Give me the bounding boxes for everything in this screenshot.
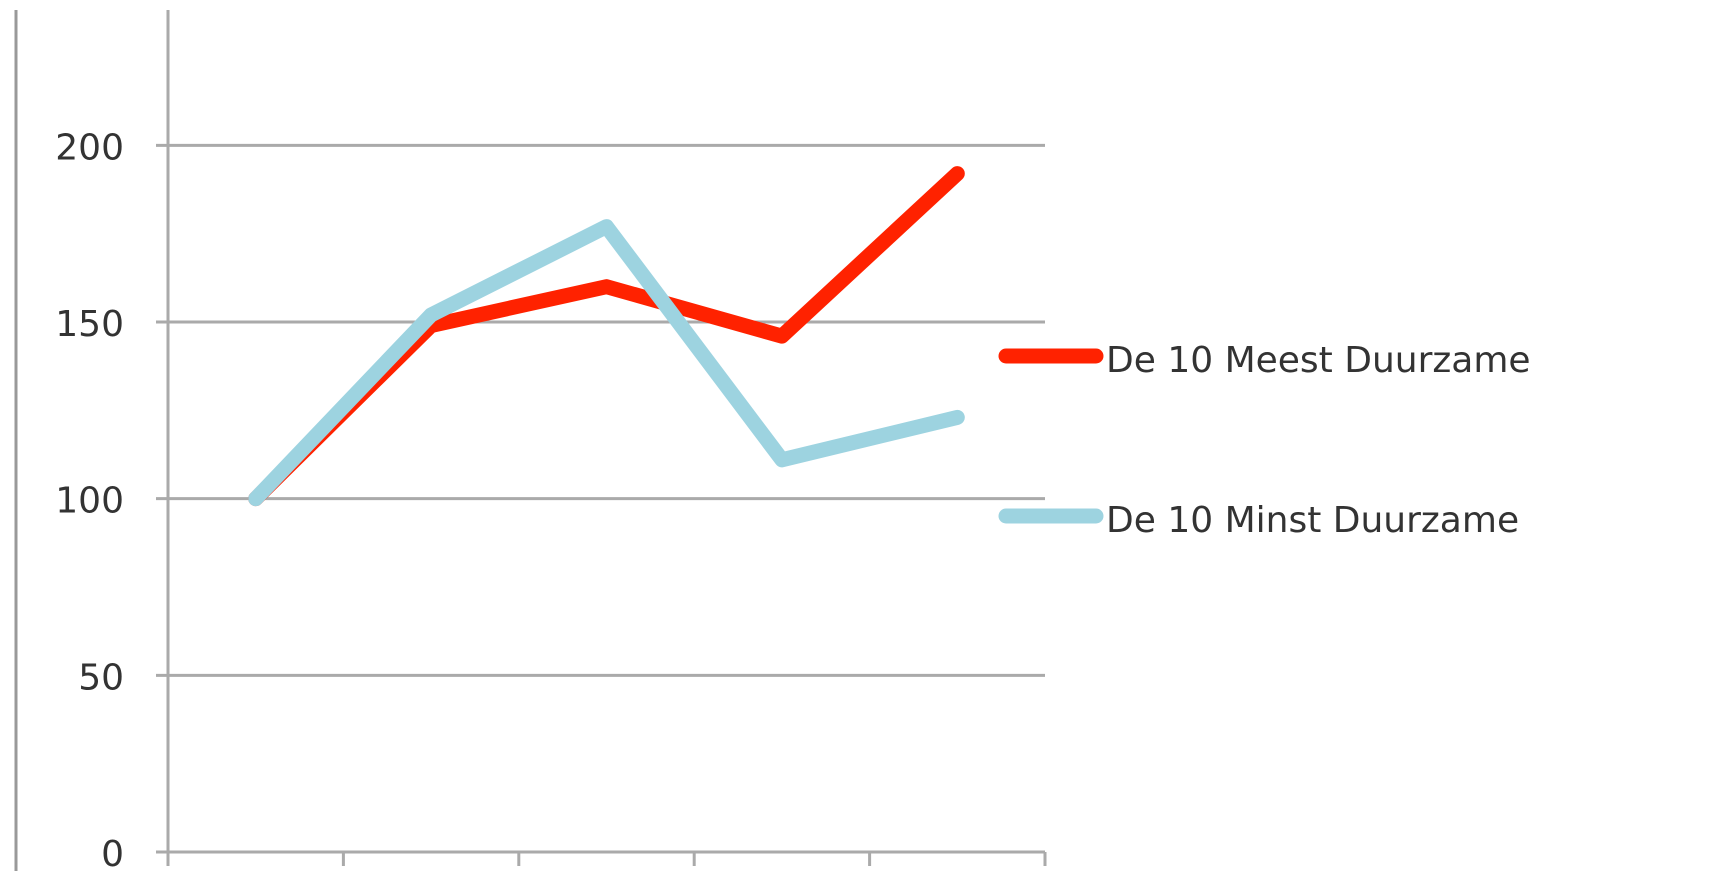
y-tick-label: 200: [55, 127, 124, 168]
series-line: [248, 219, 965, 507]
legend-label: De 10 Meest Duurzame: [1106, 340, 1531, 381]
y-tick-label: 150: [55, 304, 124, 345]
legend-label: De 10 Minst Duurzame: [1106, 500, 1519, 541]
y-tick-label: 100: [55, 481, 124, 522]
y-tick-label: 0: [101, 834, 124, 871]
y-tick-label: 50: [78, 657, 124, 698]
